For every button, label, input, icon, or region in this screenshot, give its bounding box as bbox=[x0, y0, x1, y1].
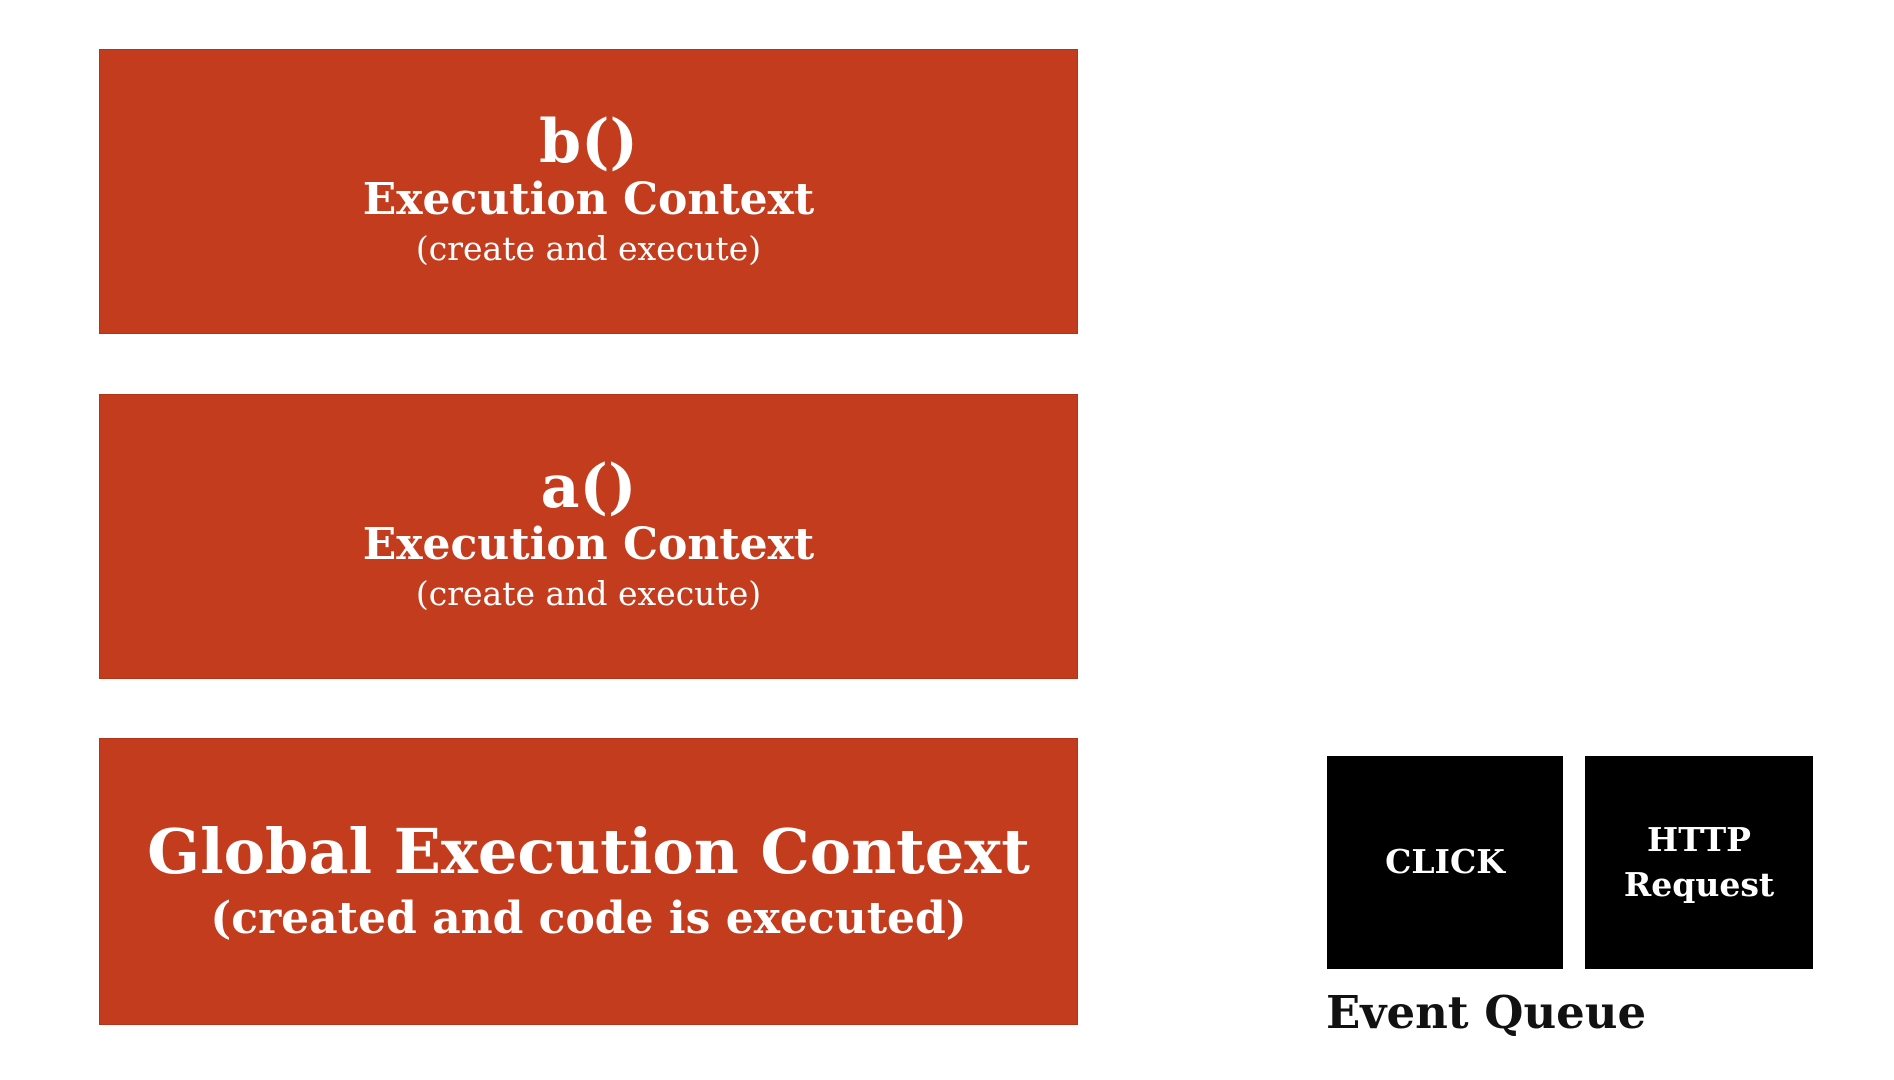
event-queue-item-http-request: HTTP Request bbox=[1585, 756, 1813, 969]
a-context-subtitle: (create and execute) bbox=[415, 574, 762, 614]
a-execution-context: a() Execution Context (create and execut… bbox=[99, 394, 1078, 679]
b-context-title: Execution Context bbox=[362, 174, 815, 226]
b-function-name: b() bbox=[539, 107, 638, 178]
event-queue-label: Event Queue bbox=[1326, 986, 1647, 1039]
a-context-title: Execution Context bbox=[362, 519, 815, 571]
global-context-subtitle: (created and code is executed) bbox=[210, 893, 967, 944]
b-execution-context: b() Execution Context (create and execut… bbox=[99, 49, 1078, 334]
global-execution-context: Global Execution Context (created and co… bbox=[99, 738, 1078, 1025]
a-function-name: a() bbox=[540, 452, 637, 523]
b-context-subtitle: (create and execute) bbox=[415, 229, 762, 269]
event-queue-item-click: CLICK bbox=[1327, 756, 1563, 969]
global-context-title: Global Execution Context bbox=[147, 814, 1030, 888]
